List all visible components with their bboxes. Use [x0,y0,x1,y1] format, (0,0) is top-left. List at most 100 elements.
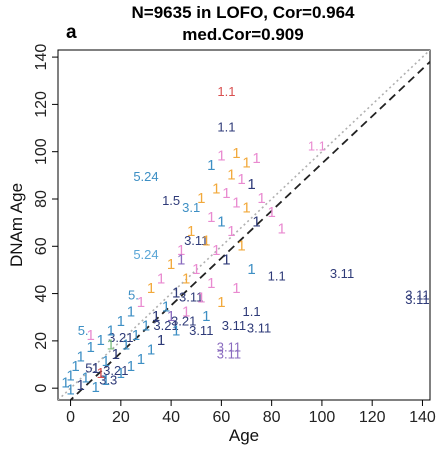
data-point: 1 [76,377,84,394]
panel-letter: a [66,22,77,43]
data-point: 1 [172,285,180,302]
data-point: 1 [157,332,165,349]
data-point: 1 [172,322,180,339]
data-point: 1 [252,150,260,167]
data-point: 1 [232,280,240,297]
data-point: 3.11 [184,233,208,248]
data-point: 1 [162,299,170,316]
data-point: 1 [232,195,240,212]
chart-subtitle: med.Cor=0.909 [182,25,304,44]
x-tick-label: 40 [162,409,180,426]
data-point: 1 [122,337,130,354]
data-point: 3.11 [222,318,246,333]
data-point: 1 [217,294,225,311]
data-point: 3.21 [103,363,128,378]
data-point: 1 [157,270,165,287]
data-point: 1 [66,367,74,384]
x-tick-label: 60 [212,409,230,426]
data-point: 1 [207,157,215,174]
data-point: 1 [76,348,84,365]
x-tick-label: 100 [309,409,336,426]
data-point: 1 [227,166,235,183]
data-point: 1.1 [217,84,235,99]
data-point: 1 [182,270,190,287]
data-point: 1 [167,308,175,325]
data-point: 3.11 [189,323,213,338]
y-tick-label: 60 [33,237,50,255]
data-point: 3.1 [182,200,200,215]
y-tick-label: 20 [33,332,50,350]
data-point: 1.1 [217,119,235,134]
data-point: 1 [197,190,205,207]
x-tick-label: 0 [66,409,75,426]
data-point: 1 [267,204,275,221]
data-point: 1 [127,303,135,320]
data-point: 1 [92,379,100,396]
data-point: 1 [102,353,110,370]
data-point: 1 [278,221,286,238]
data-point: 3.11 [179,290,203,305]
data-point: 1 [182,303,190,320]
data-point: 1 [112,346,120,363]
data-point: 1 [252,214,260,231]
data-point: 3.3 [99,373,117,388]
y-tick-label: 140 [33,44,50,71]
data-point: 1 [107,337,115,354]
data-point: 3.11 [330,266,354,281]
data-point: 3.11 [247,320,271,335]
data-point: 1 [247,176,255,193]
data-point: 1 [61,374,69,391]
data-point: 1 [257,190,265,207]
data-point: 1 [142,318,150,335]
data-point: 1 [222,251,230,268]
data-point: 5. [78,323,89,338]
data-point: 1 [81,370,89,387]
data-point: 1 [152,308,160,325]
data-point: 3.21 [108,330,133,345]
data-point: 5.24 [133,247,158,262]
data-point: 5. [85,361,96,376]
data-point: 3.11 [217,339,241,354]
data-point: 3.21 [171,313,196,328]
data-point: 1 [97,332,105,349]
data-point: 3.11 [405,287,429,302]
data-point: 1.1 [243,304,261,319]
y-tick-label: 100 [33,138,50,165]
y-axis-label: DNAm Age [7,183,26,267]
data-point: 1 [222,185,230,202]
y-tick-label: 0 [33,384,50,393]
y-tick-label: 120 [33,91,50,118]
data-point: 1 [147,341,155,358]
data-point: 1 [217,214,225,231]
data-point: 1 [107,322,115,339]
identity-line [58,50,430,400]
data-point: 1 [237,171,245,188]
y-tick-label: 40 [33,285,50,303]
data-point: 1 [207,209,215,226]
x-tick-label: 140 [409,409,436,426]
data-point: 1 [212,242,220,259]
plot-frame [57,49,431,401]
data-point: 1 [92,360,100,377]
data-point: 1 [137,294,145,311]
data-point: 1 [87,327,95,344]
data-point: 1 [167,256,175,273]
data-point: 1 [117,365,125,382]
data-point: 1.1 [308,138,326,153]
y-tick-label: 80 [33,190,50,208]
data-point: 1 [66,382,74,399]
data-point: 1 [247,261,255,278]
data-point: 1 [187,223,195,240]
data-point: 1 [177,251,185,268]
data-point: 1 [177,242,185,259]
data-point: 1 [147,280,155,297]
data-point: 3.11 [217,347,241,362]
data-point: 3.11 [405,292,429,307]
x-tick-label: 80 [263,409,281,426]
data-point: 1 [137,351,145,368]
data-point: 3.21 [153,318,178,333]
data-point: 1 [242,154,250,171]
data-point: 1 [192,261,200,278]
data-point: 1 [97,365,105,382]
